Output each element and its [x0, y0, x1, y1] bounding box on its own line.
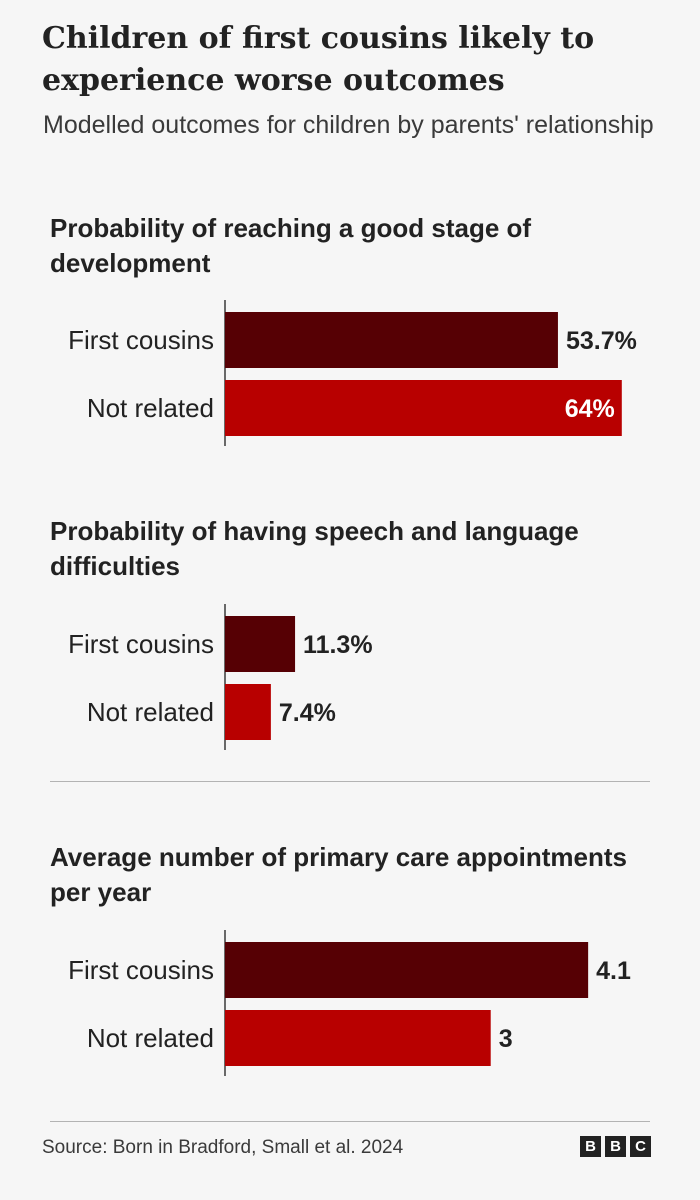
- value-label-not-related: 3: [499, 1025, 513, 1053]
- category-label-first-cousins: First cousins: [68, 325, 214, 355]
- panel-title-speech: Probability of having speech and languag…: [50, 516, 579, 581]
- value-label-first-cousins: 4.1: [596, 957, 631, 985]
- category-label-not-related: Not related: [87, 697, 214, 727]
- value-label-first-cousins: 53.7%: [566, 327, 637, 355]
- value-label-not-related: 7.4%: [279, 699, 336, 727]
- source-note: Source: Born in Bradford, Small et al. 2…: [42, 1137, 404, 1158]
- chart-development: First cousins 53.7% Not related 64%: [68, 300, 637, 446]
- chart-speech: First cousins 11.3% Not related 7.4%: [68, 604, 373, 750]
- category-label-not-related: Not related: [87, 1023, 214, 1053]
- bar-not-related: [225, 1010, 491, 1066]
- value-label-first-cousins: 11.3%: [303, 631, 373, 659]
- bbc-logo: B B C: [580, 1136, 651, 1157]
- section-divider: [50, 781, 650, 782]
- bbc-logo-letter: B: [605, 1136, 626, 1157]
- chart-subtitle: Modelled outcomes for children by parent…: [43, 111, 654, 139]
- bar-first-cousins: [225, 616, 296, 672]
- category-label-not-related: Not related: [87, 393, 214, 423]
- footer-divider: [50, 1121, 650, 1122]
- value-label-not-related: 64%: [565, 395, 615, 423]
- panel-title-appointments: Average number of primary care appointme…: [50, 842, 627, 907]
- bbc-logo-letter: C: [630, 1136, 651, 1157]
- bar-not-related: [225, 380, 622, 436]
- bar-first-cousins: [225, 942, 589, 998]
- chart-title: Children of first cousins likely to expe…: [42, 21, 595, 98]
- panel-title-development: Probability of reaching a good stage of …: [50, 213, 532, 278]
- bbc-logo-letter: B: [580, 1136, 601, 1157]
- bar-first-cousins: [225, 312, 558, 368]
- category-label-first-cousins: First cousins: [68, 629, 214, 659]
- chart-appointments: First cousins 4.1 Not related 3: [68, 930, 631, 1076]
- bar-not-related: [225, 684, 271, 740]
- category-label-first-cousins: First cousins: [68, 955, 214, 985]
